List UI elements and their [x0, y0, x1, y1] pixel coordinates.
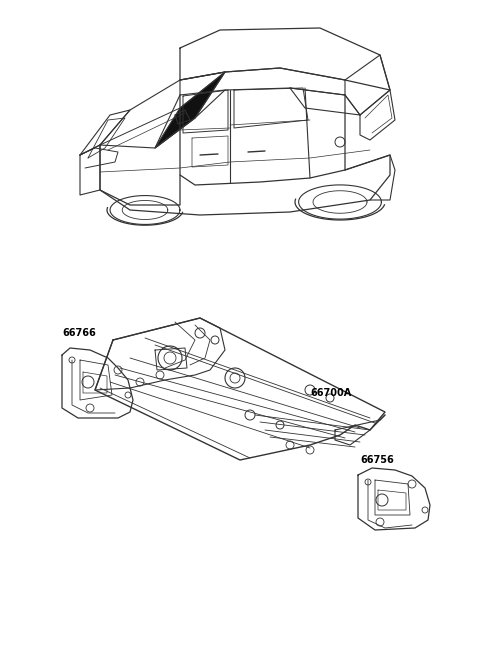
Polygon shape — [155, 72, 225, 148]
Text: 66756: 66756 — [360, 455, 394, 465]
Text: 66766: 66766 — [62, 328, 96, 338]
Text: 66700A: 66700A — [310, 388, 351, 398]
